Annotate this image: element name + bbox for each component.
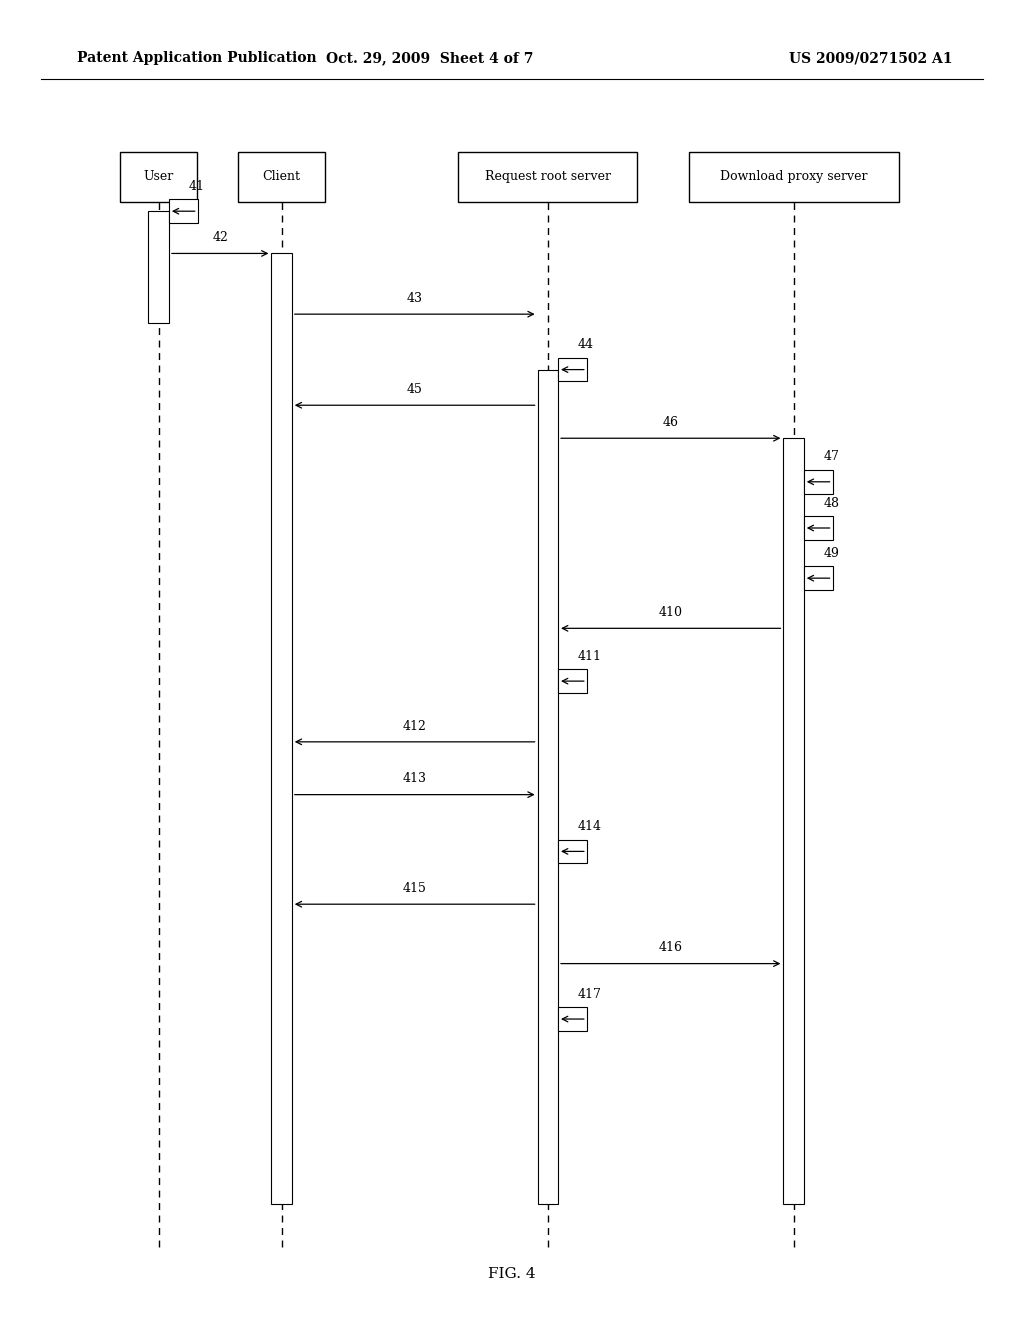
Text: 416: 416: [658, 941, 683, 954]
Text: User: User: [143, 170, 174, 183]
Bar: [558, 1007, 587, 1031]
Text: 411: 411: [578, 649, 601, 663]
Text: 47: 47: [823, 450, 840, 463]
Bar: [538, 370, 558, 1204]
Text: 41: 41: [188, 180, 205, 193]
Bar: [558, 669, 587, 693]
Bar: [558, 840, 587, 863]
Text: 48: 48: [823, 496, 840, 510]
Text: 413: 413: [402, 772, 427, 785]
Text: FIG. 4: FIG. 4: [488, 1267, 536, 1280]
Text: 417: 417: [578, 987, 601, 1001]
Bar: [783, 438, 804, 1204]
Bar: [804, 566, 833, 590]
Text: 49: 49: [823, 546, 840, 560]
Text: 410: 410: [658, 606, 683, 619]
Bar: [558, 358, 587, 381]
Text: 46: 46: [663, 416, 679, 429]
Bar: [121, 152, 197, 202]
Text: 44: 44: [578, 338, 594, 351]
Text: Oct. 29, 2009  Sheet 4 of 7: Oct. 29, 2009 Sheet 4 of 7: [327, 51, 534, 65]
Text: 412: 412: [402, 719, 427, 733]
Bar: [804, 516, 833, 540]
Bar: [169, 199, 198, 223]
Text: Request root server: Request root server: [484, 170, 611, 183]
Bar: [688, 152, 899, 202]
Bar: [271, 253, 292, 1204]
Text: 45: 45: [407, 383, 423, 396]
Text: Patent Application Publication: Patent Application Publication: [77, 51, 316, 65]
Text: 414: 414: [578, 820, 601, 833]
Text: 415: 415: [402, 882, 427, 895]
Text: 43: 43: [407, 292, 423, 305]
Text: Download proxy server: Download proxy server: [720, 170, 867, 183]
Text: Client: Client: [262, 170, 301, 183]
Bar: [804, 470, 833, 494]
Text: 42: 42: [212, 231, 228, 244]
Bar: [238, 152, 326, 202]
Bar: [459, 152, 637, 202]
Bar: [148, 211, 169, 323]
Text: US 2009/0271502 A1: US 2009/0271502 A1: [788, 51, 952, 65]
